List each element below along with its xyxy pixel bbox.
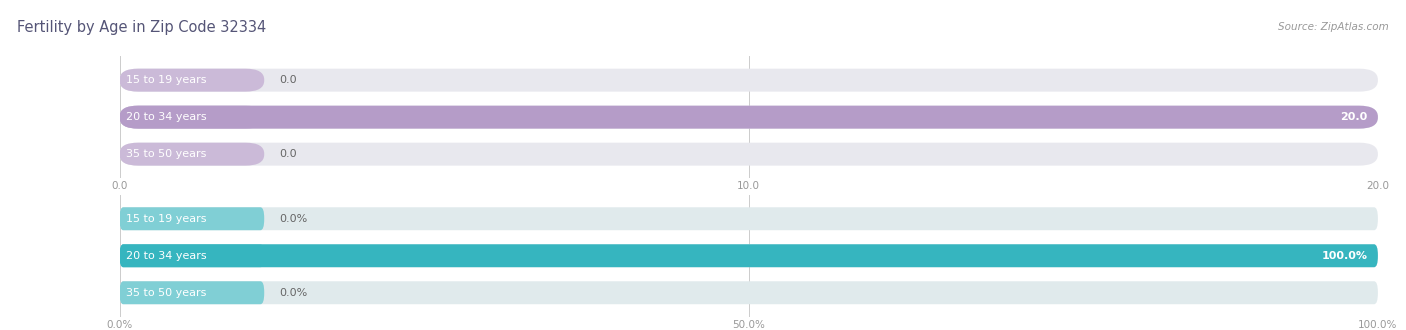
FancyBboxPatch shape: [120, 281, 1378, 304]
FancyBboxPatch shape: [120, 69, 1378, 92]
FancyBboxPatch shape: [120, 207, 1378, 230]
FancyBboxPatch shape: [120, 143, 264, 166]
Text: 100.0%: 100.0%: [1322, 251, 1368, 261]
FancyBboxPatch shape: [120, 281, 264, 304]
FancyBboxPatch shape: [120, 207, 264, 230]
Text: 35 to 50 years: 35 to 50 years: [125, 288, 207, 298]
Text: 0.0: 0.0: [280, 149, 297, 159]
FancyBboxPatch shape: [120, 106, 1378, 129]
Text: 20.0: 20.0: [1340, 112, 1368, 122]
FancyBboxPatch shape: [120, 244, 1378, 267]
Text: 0.0: 0.0: [280, 75, 297, 85]
Text: 20 to 34 years: 20 to 34 years: [125, 251, 207, 261]
FancyBboxPatch shape: [120, 244, 1378, 267]
Text: 15 to 19 years: 15 to 19 years: [125, 214, 207, 224]
FancyBboxPatch shape: [120, 106, 1378, 129]
FancyBboxPatch shape: [120, 106, 264, 129]
Text: 0.0%: 0.0%: [280, 288, 308, 298]
Text: 15 to 19 years: 15 to 19 years: [125, 75, 207, 85]
Text: 35 to 50 years: 35 to 50 years: [125, 149, 207, 159]
Text: Fertility by Age in Zip Code 32334: Fertility by Age in Zip Code 32334: [17, 20, 266, 35]
FancyBboxPatch shape: [120, 69, 264, 92]
Text: 20 to 34 years: 20 to 34 years: [125, 112, 207, 122]
FancyBboxPatch shape: [120, 143, 1378, 166]
FancyBboxPatch shape: [120, 244, 264, 267]
Text: Source: ZipAtlas.com: Source: ZipAtlas.com: [1278, 22, 1389, 32]
Text: 0.0%: 0.0%: [280, 214, 308, 224]
